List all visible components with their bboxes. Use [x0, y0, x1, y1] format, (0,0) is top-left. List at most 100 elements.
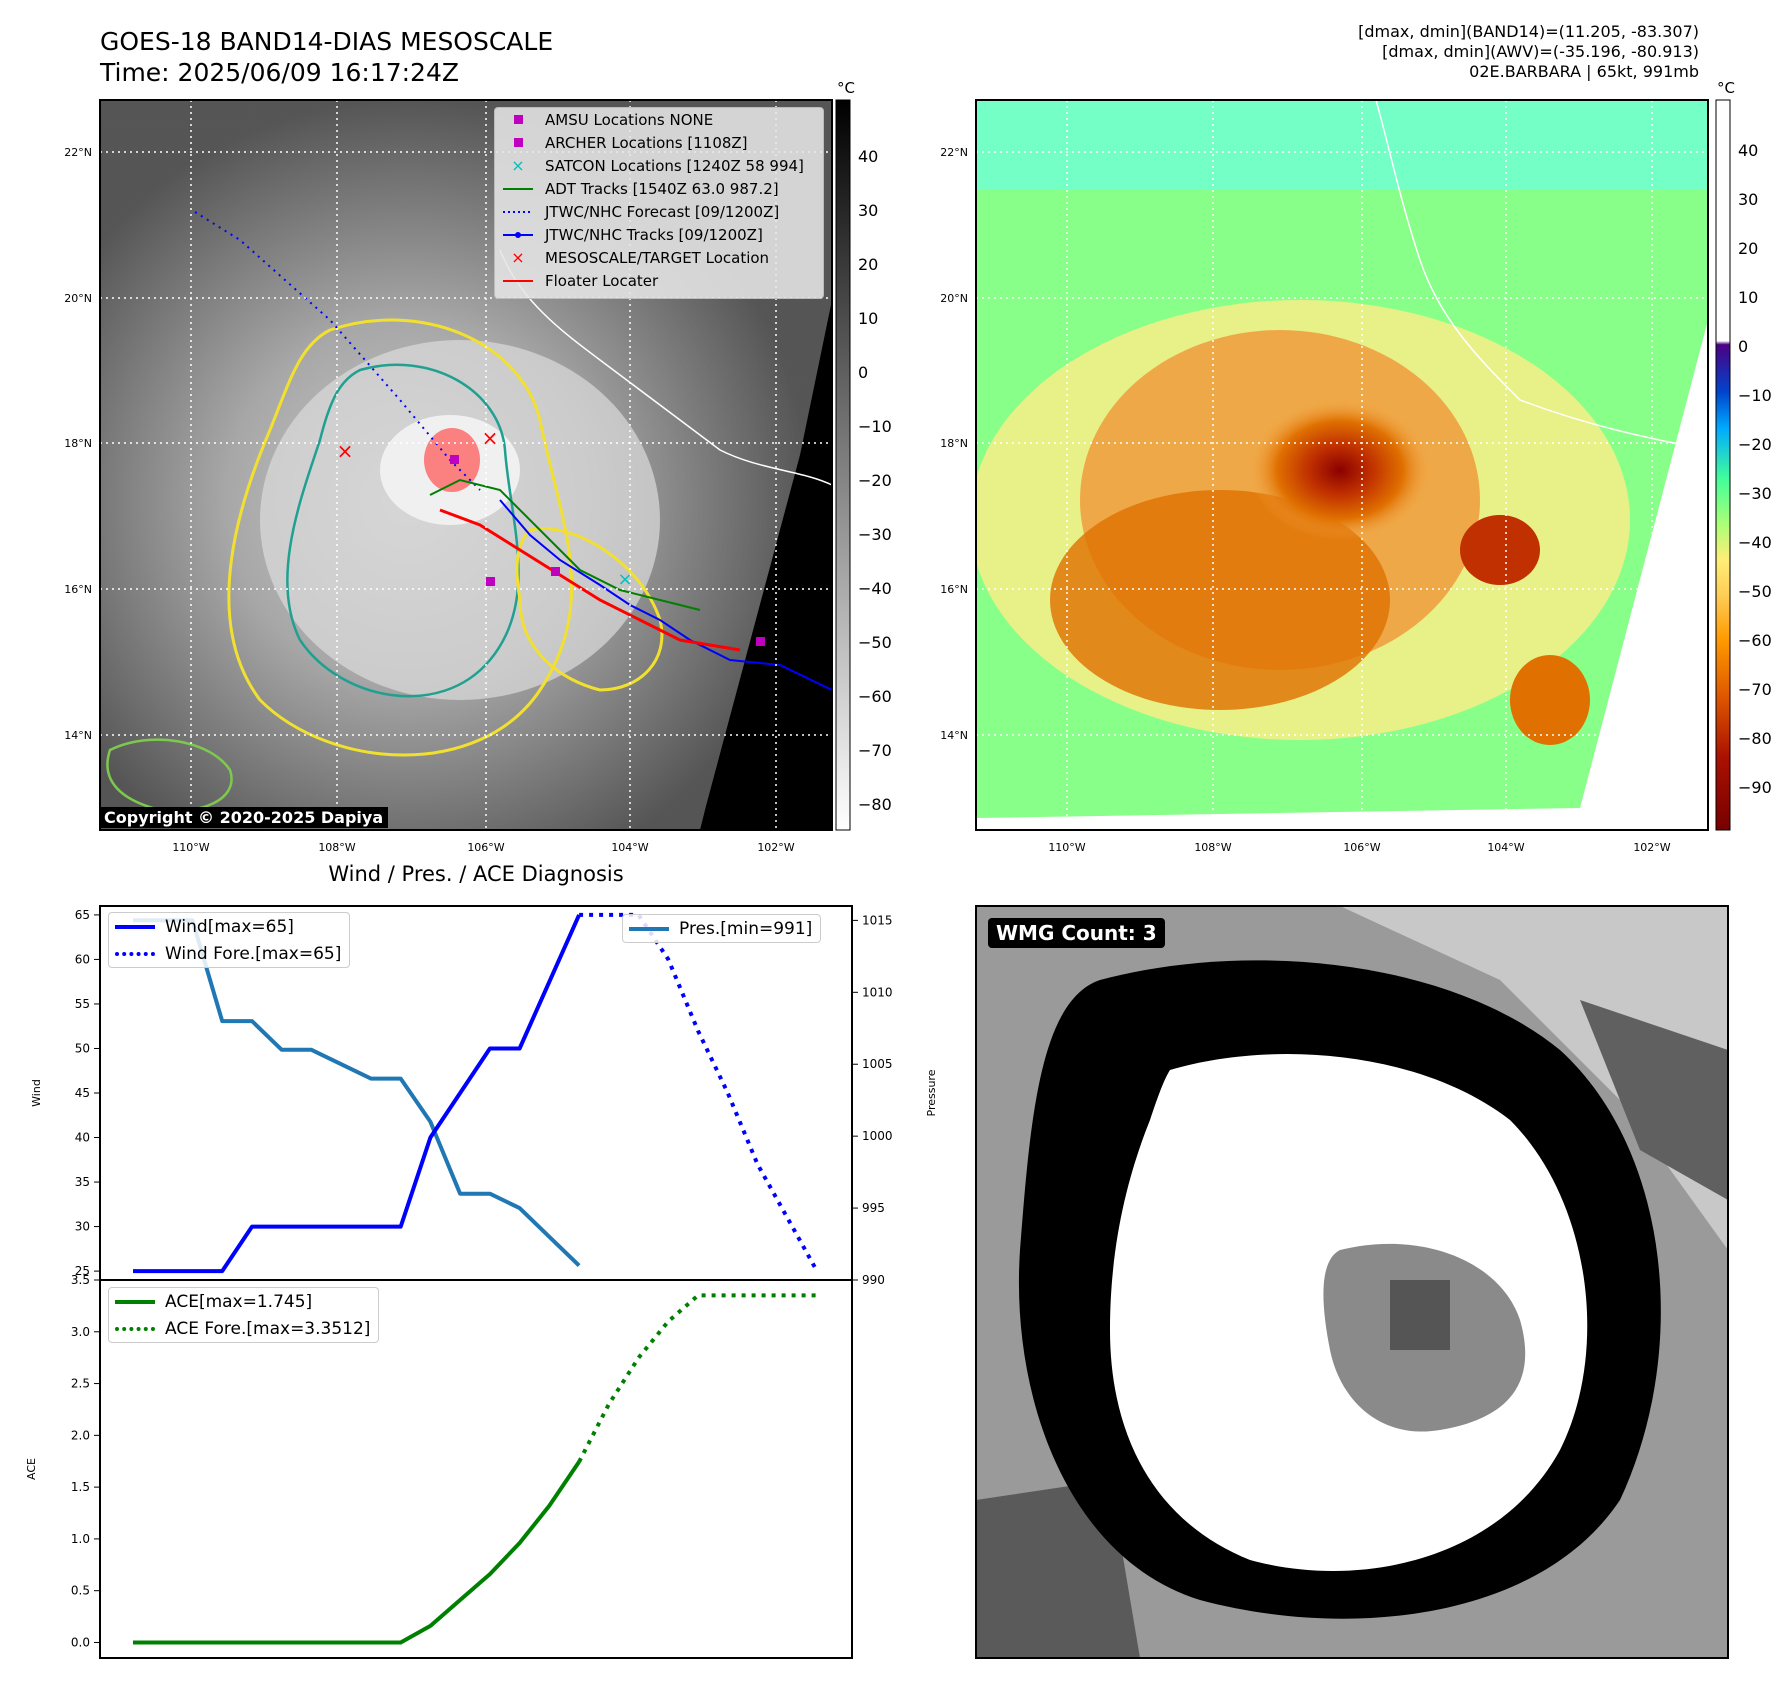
wmg-count-label: WMG Count: 3: [988, 918, 1165, 948]
pressure-tick-label: 1005: [862, 1057, 893, 1071]
map-left-lat-tick: 14°N: [64, 729, 92, 742]
map-right-lat-ticks: 22°N 20°N 18°N 16°N 14°N: [940, 146, 968, 742]
map-right-lat-tick: 16°N: [940, 583, 968, 596]
x-marker-icon: ×: [511, 156, 524, 175]
pressure-tick-label: 995: [862, 1201, 885, 1215]
adt-track: [429, 478, 701, 611]
map-left-colorbar-unit: °C: [837, 79, 855, 97]
legend-satcon: × SATCON Locations [1240Z 58 994]: [495, 154, 823, 177]
legend-wind-fore: Wind Fore.[max=65]: [109, 940, 349, 967]
ace-frame: [99, 1279, 853, 1659]
map-right-lon-tick: 102°W: [1633, 841, 1670, 854]
colorbar-right-tick: 0: [1738, 337, 1748, 356]
figure-title: GOES-18 BAND14-DIAS MESOSCALE: [100, 27, 554, 56]
ace-tick-label: 3.0: [71, 1325, 90, 1339]
legend-label: AMSU Locations NONE: [545, 110, 714, 129]
ace-axis-label: ACE: [25, 1458, 38, 1480]
colorbar-left-tick: −20: [858, 471, 892, 490]
map-right-lat-tick: 14°N: [940, 729, 968, 742]
map-right-cold-north: [976, 100, 1708, 190]
colorbar-right-tick: 40: [1738, 141, 1758, 160]
satcon-marker: ×: [617, 569, 632, 590]
pressure-tick-label: 1010: [862, 985, 893, 999]
stats-awv: [dmax, dmin](AWV)=(-35.196, -80.913): [1382, 42, 1699, 61]
colorbar-right-tick: −10: [1738, 386, 1772, 405]
map-right-lon-tick: 106°W: [1343, 841, 1380, 854]
map-left-lon-tick: 110°W: [172, 841, 209, 854]
ace-tick-label: 0.0: [71, 1635, 90, 1649]
wind-legend: Wind[max=65] Wind Fore.[max=65]: [108, 912, 351, 968]
colorbar-right-tick: −40: [1738, 533, 1772, 552]
pressure-tick-label: 1000: [862, 1129, 893, 1143]
diagnosis-title: Wind / Pres. / ACE Diagnosis: [328, 862, 624, 886]
colorbar-left-tick: −80: [858, 795, 892, 814]
mesoscale-target-marker-2: ×: [482, 426, 499, 450]
map-left-lon-tick: 102°W: [757, 841, 794, 854]
map-left-nodata-region: [700, 300, 832, 830]
wind-tick-label: 60: [75, 952, 90, 966]
mesoscale-target-marker-1: ×: [337, 439, 354, 463]
ace-tick-label: 1.0: [71, 1532, 90, 1546]
wmg-dark-band-east: [1580, 1000, 1728, 1200]
pressure-axis-label: Pressure: [925, 1069, 938, 1116]
colorbar-left-tick: 30: [858, 201, 878, 220]
ace-axis-ticks: 0.0 0.5 1.0 1.5 2.0 2.5 3.0 3.5: [71, 1273, 100, 1649]
legend-ace: ACE[max=1.745]: [109, 1288, 378, 1315]
map-legend: AMSU Locations NONE ARCHER Locations [11…: [494, 107, 824, 299]
map-right-lat-tick: 20°N: [940, 292, 968, 305]
wind-tick-label: 45: [75, 1086, 90, 1100]
archer-marker-3: [551, 567, 560, 576]
colorbar-right-tick: −90: [1738, 778, 1772, 797]
map-right-panel: [976, 100, 1708, 830]
map-right-cell-east: [1460, 515, 1540, 585]
floater-track: [439, 508, 741, 652]
colorbar-left-tick: −30: [858, 525, 892, 544]
map-left-colorbar: [835, 99, 851, 831]
map-right-lat-tick: 22°N: [940, 146, 968, 159]
legend-ace-fore: ACE Fore.[max=3.3512]: [109, 1315, 378, 1342]
solid-line-icon: [629, 926, 669, 931]
jtwc-forecast-track: [194, 211, 481, 491]
wind-axis-ticks: 25 30 35 40 45 50 55 60 65: [75, 908, 100, 1278]
map-right-lat-tick: 18°N: [940, 437, 968, 450]
wind-series-line: [133, 914, 581, 1274]
colorbar-left-tick: 10: [858, 309, 878, 328]
wind-tick-label: 35: [75, 1175, 90, 1189]
map-right-storm-band: [1050, 490, 1390, 710]
ace-tick-label: 2.5: [71, 1377, 90, 1391]
colorbar-right-tick: 30: [1738, 190, 1758, 209]
legend-label: JTWC/NHC Forecast [09/1200Z]: [545, 202, 780, 221]
dotted-line-icon: [503, 211, 533, 213]
map-left-colorbar-ticks: 40 30 20 10 0 −10 −20 −30 −40 −50 −60 −7…: [858, 147, 892, 814]
map-right-colorbar-ticks: 40 30 20 10 0 −10 −20 −30 −40 −50 −60 −7…: [1738, 141, 1772, 797]
contour-yellow-2: [515, 527, 664, 692]
pressure-axis-ticks: 990 995 1000 1005 1010 1015: [852, 913, 893, 1287]
ace-tick-label: 3.5: [71, 1273, 90, 1287]
diagnosis-series: [133, 912, 819, 1645]
map-right-cell-southeast: [1510, 655, 1590, 745]
stats-band14: [dmax, dmin](BAND14)=(11.205, -83.307): [1358, 22, 1699, 41]
map-left-lat-tick: 22°N: [64, 146, 92, 159]
legend-label: Wind Fore.[max=65]: [165, 943, 342, 964]
wind-tick-label: 25: [75, 1264, 90, 1278]
legend-mesoscale-target: × MESOSCALE/TARGET Location: [495, 246, 823, 269]
colorbar-right-tick: −70: [1738, 680, 1772, 699]
colorbar-right-tick: 20: [1738, 239, 1758, 258]
pressure-legend: Pres.[min=991]: [622, 914, 822, 943]
map-right-lon-tick: 104°W: [1487, 841, 1524, 854]
colorbar-right-tick: 10: [1738, 288, 1758, 307]
legend-label: ACE[max=1.745]: [165, 1291, 313, 1312]
legend-pres: Pres.[min=991]: [623, 915, 820, 942]
wind-tick-label: 55: [75, 997, 90, 1011]
legend-label: Floater Locater: [545, 271, 659, 290]
colorbar-right-tick: −50: [1738, 582, 1772, 601]
storm-info: 02E.BARBARA | 65kt, 991mb: [1469, 62, 1699, 81]
copyright-label: Copyright © 2020-2025 Dapiya: [99, 807, 389, 828]
ace-series-line: [133, 1460, 581, 1645]
map-left-frame: [99, 99, 833, 831]
wmg-frame: [975, 905, 1729, 1659]
colorbar-left-tick: −10: [858, 417, 892, 436]
colorbar-left-tick: −60: [858, 687, 892, 706]
map-right-storm-core: [1250, 400, 1430, 540]
